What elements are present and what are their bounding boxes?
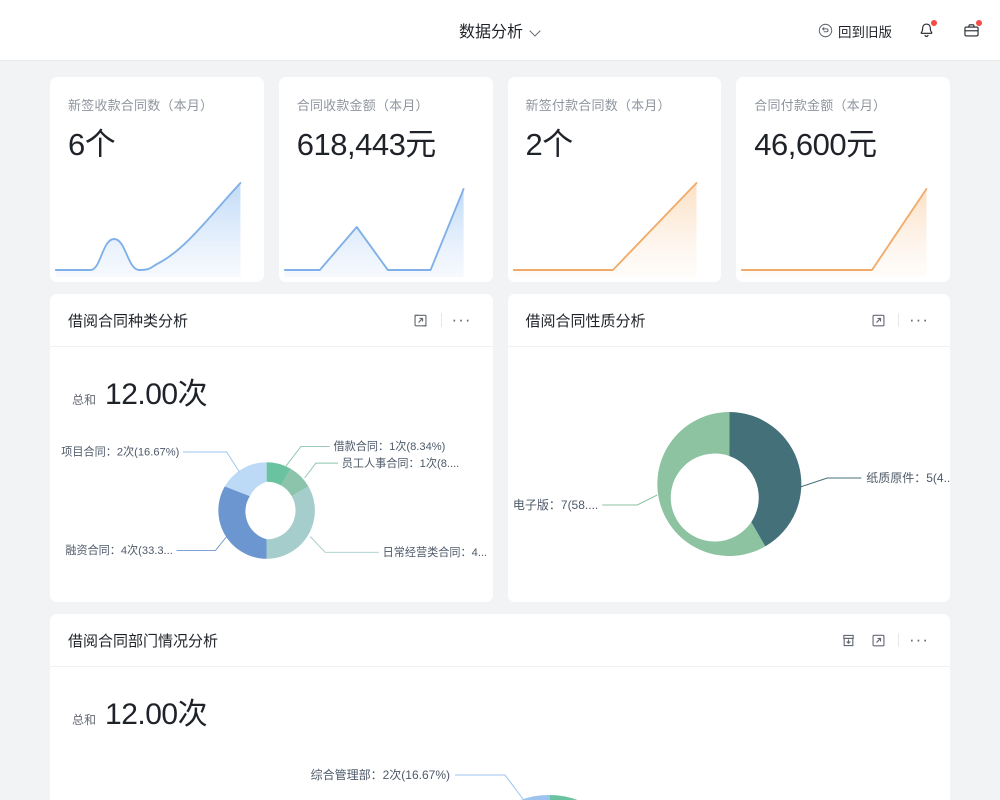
kpi-value: 2个 — [525, 127, 574, 162]
kpi-card-new-payable-contracts[interactable]: 新签付款合同数（本月） 2个 — [507, 77, 722, 282]
kpi-value: 46,600元 — [754, 127, 877, 162]
donut-slice-项目合同[interactable] — [224, 462, 267, 497]
donut-slice-电子版[interactable] — [656, 412, 765, 556]
kpi-card-row: 新签收款合同数（本月） 6个 合同收款金额（本月） 618,443元 — [50, 77, 950, 282]
panel-title: 借阅合同部门情况分析 — [68, 632, 219, 650]
pie-slice-综合管理部[interactable] — [510, 794, 550, 800]
pie-label-综合管理部: 综合管理部：2次(16.67%) — [311, 767, 450, 782]
donut-slice-纸质原件[interactable] — [728, 411, 801, 547]
kpi-card-contract-receipt-amount[interactable]: 合同收款金额（本月） 618,443元 — [278, 77, 493, 282]
donut-slice-融资合同[interactable] — [218, 486, 267, 559]
action-divider — [440, 313, 442, 327]
kpi-value: 6个 — [68, 127, 116, 162]
sparkline-chart — [508, 167, 722, 282]
pie-chart-department: 综合管理部：2次(16.67%) — [50, 733, 950, 800]
kpi-label: 新签收款合同数（本月） — [68, 98, 214, 113]
total-summary: 总和 12.00次 — [50, 667, 950, 733]
donut-label-员工人事合同: 员工人事合同：1次(8.... — [342, 456, 459, 470]
panel-actions: ··· — [833, 626, 934, 654]
notification-badge — [931, 19, 937, 26]
total-label: 总和 — [72, 393, 97, 407]
panel-actions: ··· — [863, 306, 934, 334]
bell-icon — [920, 23, 932, 37]
expand-icon[interactable] — [863, 306, 893, 334]
donut-label-借款合同: 借款合同：1次(8.34%) — [333, 439, 445, 453]
workbench-badge — [976, 19, 982, 26]
panel-contract-type-analysis: 借阅合同种类分析 ··· 总和 12.00次 — [50, 294, 493, 602]
more-dots-icon[interactable]: ··· — [909, 310, 929, 329]
top-bar-actions: 回到旧版 — [818, 0, 982, 61]
expand-icon[interactable] — [406, 306, 436, 334]
sparkline-chart — [279, 167, 493, 282]
export-icon[interactable] — [833, 626, 863, 654]
panel-title: 借阅合同性质分析 — [525, 312, 646, 330]
page-title-dropdown[interactable]: 数据分析 — [459, 18, 541, 42]
workbench-button[interactable] — [960, 19, 982, 42]
panel-title: 借阅合同种类分析 — [68, 312, 189, 330]
donut-slice-借款合同[interactable] — [266, 462, 291, 486]
kpi-label: 合同收款金额（本月） — [296, 98, 429, 113]
panel-header: 借阅合同部门情况分析 ··· — [50, 614, 950, 667]
donut-slice-日常经营类合同[interactable] — [266, 486, 315, 559]
donut-label-日常经营类合同: 日常经营类合同：4... — [383, 545, 487, 559]
action-divider — [898, 633, 899, 647]
refresh-circle-icon — [818, 23, 833, 38]
kpi-card-contract-payment-amount[interactable]: 合同付款金额（本月） 46,600元 — [736, 77, 950, 282]
pie-slice-other[interactable] — [550, 795, 628, 800]
expand-icon[interactable] — [863, 626, 893, 654]
more-dots-icon[interactable]: ··· — [909, 630, 929, 649]
kpi-card-new-receivable-contracts[interactable]: 新签收款合同数（本月） 6个 — [50, 77, 264, 282]
donut-label-项目合同: 项目合同：2次(16.67%) — [61, 445, 179, 459]
donut-label-纸质原件: 纸质原件：5(4... — [866, 471, 950, 485]
donut-slice-员工人事合同[interactable] — [281, 468, 309, 497]
kpi-value: 618,443元 — [296, 127, 437, 162]
panel-department-analysis: 借阅合同部门情况分析 ··· — [50, 614, 950, 800]
donut-label-电子版: 电子版：7(58.... — [512, 498, 597, 512]
total-value: 12.00次 — [105, 378, 208, 411]
page-content: 新签收款合同数（本月） 6个 合同收款金额（本月） 618,443元 — [0, 61, 1000, 800]
panel-actions: ··· — [406, 306, 477, 334]
donut-chart-contract-type: 借款合同：1次(8.34%) 员工人事合同：1次(8.... 日常经营类合同：4… — [50, 413, 493, 602]
page-title: 数据分析 — [458, 24, 523, 41]
sparkline-chart — [736, 167, 950, 282]
chart-panel-row: 借阅合同种类分析 ··· 总和 12.00次 — [50, 294, 950, 602]
notifications-button[interactable] — [915, 19, 937, 42]
back-to-legacy-label: 回到旧版 — [838, 24, 892, 40]
sparkline-chart — [50, 167, 264, 282]
more-dots-icon[interactable]: ··· — [451, 310, 472, 329]
chevron-down-icon[interactable] — [530, 26, 541, 37]
top-bar: 数据分析 回到旧版 — [0, 0, 1000, 61]
total-label: 总和 — [72, 713, 97, 727]
panel-header: 借阅合同种类分析 ··· — [50, 294, 493, 347]
panel-header: 借阅合同性质分析 ··· — [507, 294, 950, 347]
kpi-label: 合同付款金额（本月） — [754, 98, 887, 113]
total-summary: 总和 12.00次 — [50, 347, 493, 413]
donut-label-融资合同: 融资合同：4次(33.3... — [65, 543, 173, 557]
total-value: 12.00次 — [105, 698, 208, 731]
donut-chart-contract-nature: 纸质原件：5(4... 电子版：7(58.... — [508, 347, 950, 601]
panel-contract-nature-analysis: 借阅合同性质分析 ··· — [507, 294, 950, 602]
action-divider — [898, 313, 899, 327]
kpi-label: 新签付款合同数（本月） — [525, 98, 671, 113]
back-to-legacy-button[interactable]: 回到旧版 — [818, 21, 892, 41]
briefcase-icon — [963, 24, 979, 37]
